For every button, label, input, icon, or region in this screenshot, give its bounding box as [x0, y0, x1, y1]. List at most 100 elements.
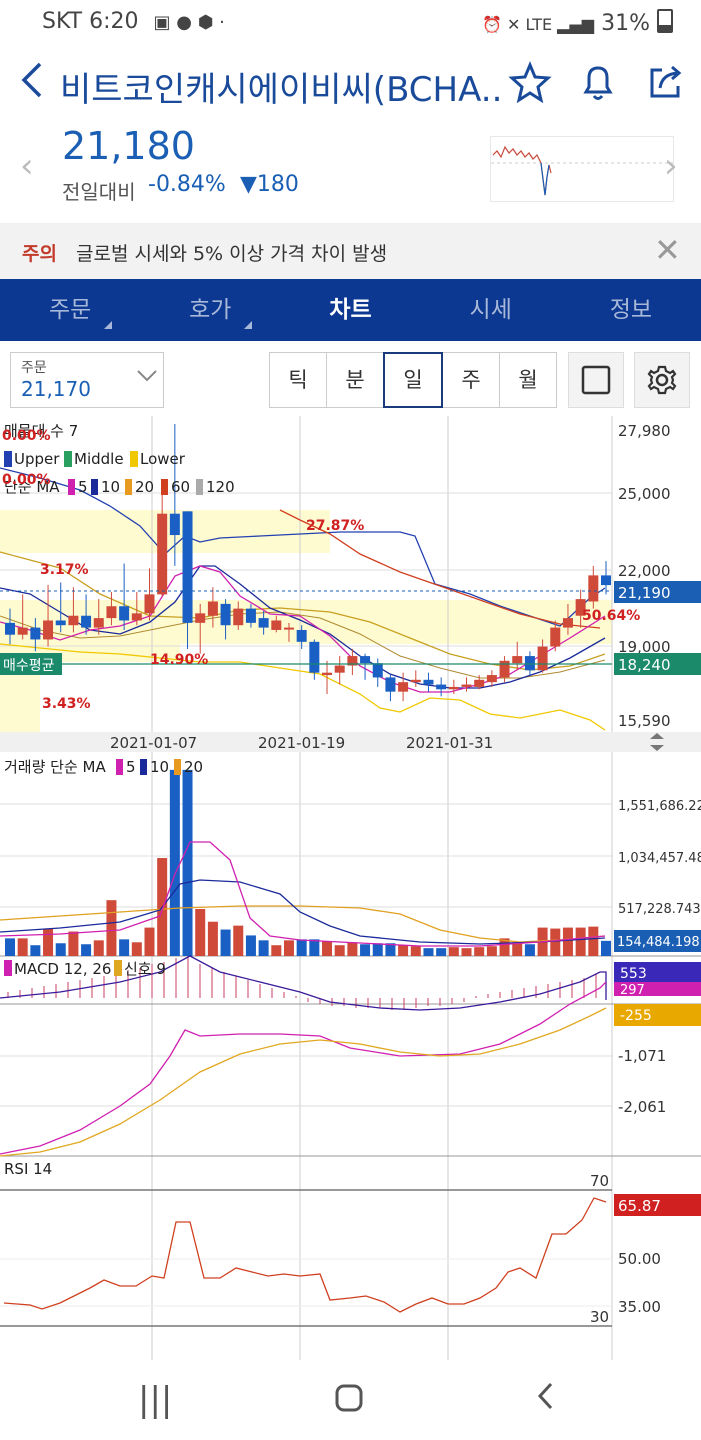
recent-apps-icon[interactable]: |||	[138, 1380, 173, 1420]
back-arrow-icon[interactable]	[18, 58, 54, 106]
volume-bar	[233, 925, 244, 956]
candle	[106, 606, 117, 619]
candle	[423, 679, 434, 685]
volume-bar	[131, 942, 142, 956]
y-tick: 25,000	[618, 485, 671, 503]
candle	[347, 656, 358, 666]
signal-badge	[614, 1004, 701, 1026]
candle	[271, 620, 282, 630]
period-month-button[interactable]: 월	[499, 352, 557, 408]
candle	[17, 627, 28, 635]
pct-label: 14.90%	[150, 652, 208, 668]
next-stock-icon[interactable]: ›	[664, 146, 678, 186]
volume-bar	[436, 948, 447, 956]
y-tick: 1,551,686.228	[618, 799, 701, 814]
tab-quotes[interactable]: 시세	[421, 279, 561, 341]
volume-bar	[258, 940, 269, 956]
candle	[220, 603, 231, 626]
candle	[486, 675, 497, 683]
current-price-badge	[614, 581, 701, 603]
y-tick: 1,034,457.485	[618, 851, 701, 866]
change-label: 전일대비	[62, 180, 136, 204]
volume-bar	[30, 945, 41, 956]
home-icon[interactable]	[334, 1382, 364, 1422]
stock-chart[interactable]: 매물대 수 7 Upper Middle Lower 단순 MA 5 10 20…	[0, 416, 701, 1360]
tab-info[interactable]: 정보	[561, 279, 701, 341]
period-day-button[interactable]: 일	[383, 352, 443, 408]
volume-bar	[220, 929, 231, 956]
volume-bar	[283, 940, 294, 956]
system-icons: ⏰ ✕ LTE ▂▄▆	[482, 15, 595, 34]
share-icon[interactable]	[644, 60, 688, 104]
tab-label: 호가	[189, 297, 232, 323]
volume-bar	[5, 938, 15, 956]
prev-stock-icon[interactable]: ‹	[20, 146, 34, 186]
bollinger-lower-line	[0, 643, 606, 731]
bell-icon[interactable]	[576, 60, 620, 104]
chevron-down-icon	[135, 365, 159, 390]
volume-bar	[334, 945, 345, 956]
status-right: ⏰ ✕ LTE ▂▄▆ 31%	[482, 9, 673, 36]
y-tick: -2,061	[618, 1098, 666, 1116]
back-icon[interactable]	[536, 1380, 556, 1421]
avg-buy-tag-text: 매수평균	[3, 658, 55, 674]
pct-label: 0.00%	[2, 428, 51, 444]
rsi-upper-bound: 70	[590, 1172, 609, 1190]
volume-profile-legend: 매물대 수 7	[4, 422, 78, 440]
bollinger-legend: Upper Middle Lower	[4, 450, 186, 468]
vol-ma5-label: 5	[126, 758, 136, 776]
volume-bar	[195, 908, 206, 956]
ma10-line	[0, 565, 606, 689]
star-icon[interactable]	[508, 60, 552, 104]
candle	[169, 513, 180, 536]
candle	[499, 660, 510, 678]
volume-bar	[562, 927, 573, 956]
candle	[233, 608, 244, 626]
pct-label: 27.87%	[306, 518, 364, 534]
macd-value: 553	[620, 966, 647, 982]
order-price-dropdown[interactable]: 주문 21,170	[10, 352, 164, 408]
candle	[81, 615, 92, 628]
y-tick: 35.00	[618, 1298, 661, 1316]
tab-orderbook[interactable]: 호가	[140, 279, 280, 341]
battery-icon	[657, 9, 673, 33]
macd-histogram	[0, 955, 607, 1011]
status-bar: SKT 6:20 ▣ ● ⬢ · ⏰ ✕ LTE ▂▄▆ 31%	[0, 0, 701, 44]
volume-bar	[575, 927, 586, 956]
pct-label: 50.64%	[582, 608, 640, 624]
pct-label: 3.43%	[42, 696, 91, 712]
settings-button[interactable]	[634, 352, 690, 408]
volume-bar	[461, 948, 472, 956]
volume-bar	[372, 943, 383, 956]
period-minute-button[interactable]: 분	[326, 352, 384, 408]
tab-order[interactable]: 주문	[0, 279, 140, 341]
rsi-value: 65.87	[618, 1197, 661, 1215]
volume-bars-group	[5, 769, 611, 956]
candles-group	[5, 424, 611, 702]
clock: 6:20	[89, 9, 139, 34]
volume-bar	[410, 946, 421, 956]
close-icon[interactable]: ✕	[654, 231, 681, 269]
candle	[601, 575, 611, 586]
fullscreen-button[interactable]	[568, 352, 624, 408]
sparkline-chart[interactable]	[490, 136, 674, 202]
warning-tag: 주의	[22, 243, 57, 265]
candle	[258, 618, 269, 628]
resize-handle-icon[interactable]	[650, 733, 664, 751]
period-week-button[interactable]: 주	[442, 352, 500, 408]
volume-bar	[93, 940, 104, 956]
volume-bar	[347, 942, 358, 956]
carrier: SKT	[42, 9, 83, 34]
volume-bar	[550, 928, 561, 956]
avg-buy-tag	[0, 653, 62, 675]
app-header: 비트코인캐시에이비씨(BCHA...	[0, 44, 701, 120]
macd-badge	[614, 962, 701, 982]
period-tick-button[interactable]: 틱	[269, 352, 327, 408]
ma10-label: 10	[101, 478, 120, 496]
vol-ma20-label: 20	[184, 758, 203, 776]
tab-chart[interactable]: 차트	[280, 279, 420, 341]
candle	[144, 594, 155, 614]
chart-canvas[interactable]: 매물대 수 7 Upper Middle Lower 단순 MA 5 10 20…	[0, 416, 701, 1360]
volume-bar	[68, 931, 79, 956]
candle	[461, 684, 472, 687]
